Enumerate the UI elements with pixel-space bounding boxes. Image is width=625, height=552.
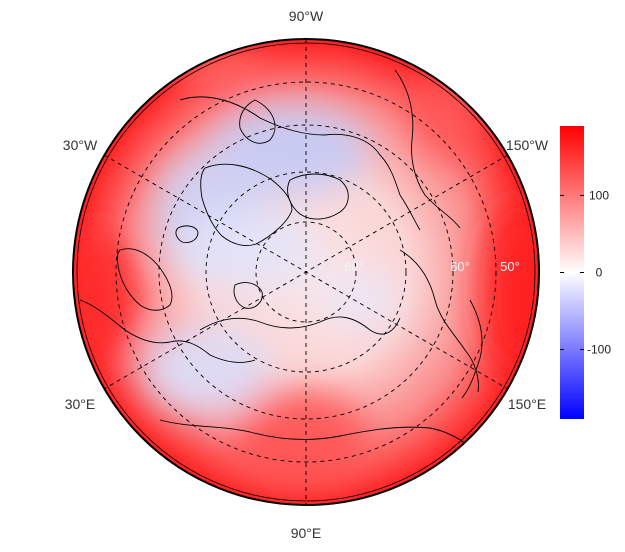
negative-anomaly-siberia-west xyxy=(140,325,270,415)
border-asia-south xyxy=(159,419,471,447)
longitude-label-top: 90°W xyxy=(289,8,324,24)
colorbar-tick-label: 100 xyxy=(589,188,609,202)
longitude-label-upper-right: 150°W xyxy=(506,137,549,153)
coast-kamchatka xyxy=(461,299,483,399)
coast-east-siberia xyxy=(399,249,479,393)
latitude-circle-50 xyxy=(115,81,497,463)
coast-greenland xyxy=(200,163,293,247)
longitude-label-lower-left: 30°E xyxy=(65,396,96,412)
globe-inner-outline xyxy=(76,42,536,502)
coast-siberia-north xyxy=(199,316,401,335)
longitude-labels: 90°W 30°W 150°W 30°E 150°E 90°E xyxy=(63,8,549,541)
coastlines xyxy=(79,69,483,447)
positive-anomaly-pacific xyxy=(480,200,539,380)
coast-iceland xyxy=(175,225,199,243)
coast-europe-mainland xyxy=(79,299,256,363)
coast-scandinavia xyxy=(116,248,173,311)
meridian-150w-30e xyxy=(103,154,509,390)
globe-outline xyxy=(72,38,540,506)
latitude-circle-80 xyxy=(255,221,357,323)
coast-hudson-bay xyxy=(239,99,276,144)
globe: 80° 60° 50° xyxy=(73,39,539,505)
latitude-label-50: 50° xyxy=(500,259,520,274)
graticule xyxy=(103,39,509,505)
positive-anomaly-asia xyxy=(230,390,370,490)
longitude-label-bottom: 90°E xyxy=(291,525,322,541)
colorbar-tick-label: -100 xyxy=(587,343,611,357)
latitude-label-60: 60° xyxy=(450,259,470,274)
colorbar: 100 0 -100 xyxy=(560,126,611,419)
coast-canadian-archipelago xyxy=(287,173,349,220)
positive-anomaly-north-atlantic xyxy=(170,45,270,95)
coast-north-america-west xyxy=(394,69,461,229)
longitude-label-lower-right: 150°E xyxy=(508,396,546,412)
coast-novaya-zemlya xyxy=(233,282,263,309)
latitude-circle-60 xyxy=(158,124,454,420)
longitude-label-upper-left: 30°W xyxy=(63,137,98,153)
colorbar-ticks: 100 0 -100 xyxy=(560,188,611,357)
latitude-circle-70 xyxy=(205,171,407,373)
negative-anomaly-siberia-east xyxy=(320,270,400,330)
positive-anomaly-europe xyxy=(73,230,140,370)
colorbar-tick-label: 0 xyxy=(596,266,603,280)
negative-anomaly-arctic xyxy=(180,210,320,290)
latitude-label-80: 80° xyxy=(344,259,364,274)
latitude-labels: 80° 60° 50° xyxy=(344,259,520,274)
